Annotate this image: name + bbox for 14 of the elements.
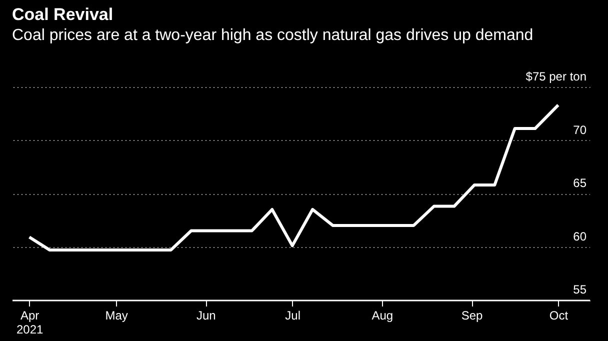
y-tick-label: 70 — [573, 122, 587, 137]
y-tick-label: $75 per ton — [526, 70, 586, 84]
chart-title: Coal Revival — [12, 5, 114, 24]
x-tick-label: May — [105, 308, 128, 322]
y-tick-label: 65 — [573, 176, 587, 190]
x-tick-label: Jul — [285, 308, 300, 322]
x-tick-label: Jun — [196, 308, 216, 322]
x-tick-label: Sep — [461, 308, 484, 322]
x-tick-label: Oct — [549, 308, 569, 322]
chart-subtitle: Coal prices are at a two-year high as costly natural gas drives up demand — [12, 27, 534, 44]
x-tick-label: Apr 2021 — [16, 308, 44, 336]
y-tick-label: 55 — [573, 282, 587, 296]
y-tick-label: 60 — [573, 229, 587, 244]
x-tick-label: Aug — [372, 308, 394, 322]
